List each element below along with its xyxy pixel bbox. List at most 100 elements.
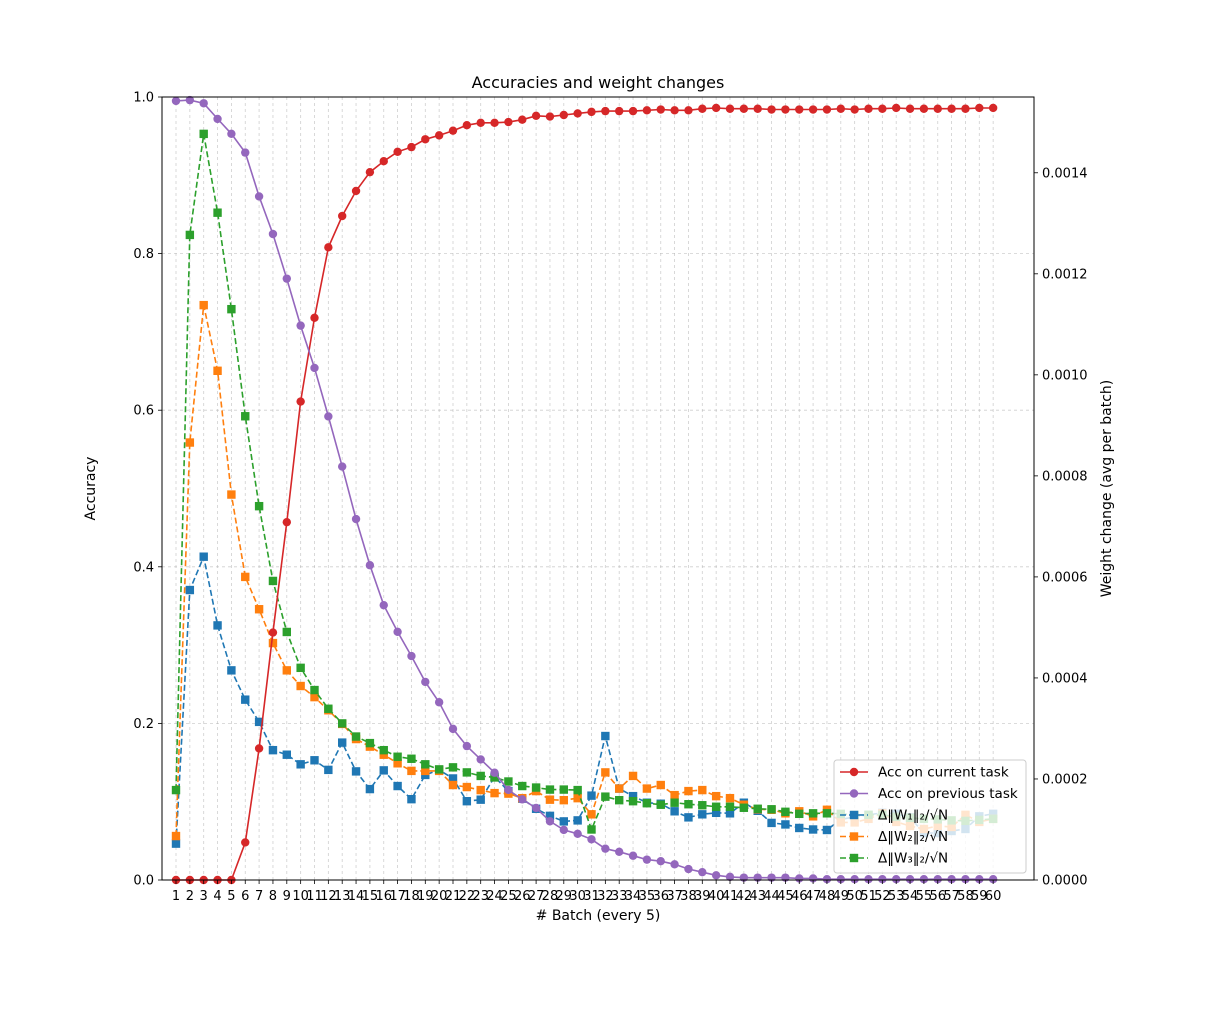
x-tick-label: 49 — [833, 889, 850, 904]
data-point — [268, 638, 278, 648]
x-tick-label: 6 — [241, 889, 249, 904]
x-tick-label: 46 — [791, 889, 808, 904]
data-point — [850, 875, 859, 884]
data-point — [961, 875, 970, 884]
data-point — [739, 104, 749, 113]
x-tick-label: 42 — [736, 889, 753, 904]
data-point — [171, 839, 181, 848]
data-point — [241, 838, 250, 847]
x-tick-label: 7 — [255, 889, 263, 904]
data-point — [393, 759, 402, 768]
data-point — [767, 105, 776, 114]
data-point — [518, 795, 527, 804]
data-point — [310, 685, 319, 695]
x-tick-label: 16 — [375, 889, 392, 904]
data-point — [587, 107, 596, 117]
data-point — [476, 118, 485, 128]
data-point — [545, 811, 555, 821]
data-point — [227, 304, 236, 314]
y-right-tick-label: 0.0010 — [1042, 368, 1088, 383]
data-point — [933, 104, 942, 113]
x-tick-label: 39 — [694, 889, 711, 904]
data-point — [254, 717, 264, 727]
data-point — [379, 766, 388, 775]
data-point — [725, 809, 735, 818]
data-point — [185, 230, 195, 240]
data-point — [725, 104, 735, 113]
data-point — [725, 793, 735, 803]
data-point — [407, 754, 416, 763]
data-point — [698, 801, 707, 810]
x-tick-label: 51 — [860, 889, 877, 904]
series-1 — [171, 95, 998, 884]
legend-label: Acc on previous task — [878, 786, 1018, 802]
x-tick-label: 60 — [985, 889, 1002, 904]
legend-label: Acc on current task — [878, 765, 1009, 781]
y-left-tick-label: 1.0 — [133, 91, 154, 106]
data-point — [559, 785, 568, 794]
data-point — [642, 784, 652, 793]
data-point — [670, 860, 679, 869]
data-point — [670, 106, 679, 115]
data-point — [836, 104, 845, 113]
x-tick-label: 29 — [556, 889, 573, 904]
data-point — [241, 695, 250, 704]
data-point — [268, 745, 278, 755]
data-point — [268, 229, 278, 239]
data-point — [338, 211, 347, 221]
data-point — [531, 783, 541, 792]
data-point — [822, 105, 832, 114]
data-point — [919, 875, 929, 884]
x-tick-label: 45 — [777, 889, 794, 904]
data-point — [171, 785, 181, 795]
legend-marker — [849, 810, 859, 820]
data-point — [379, 745, 388, 755]
data-point — [504, 785, 513, 795]
data-point — [448, 126, 458, 135]
data-point — [254, 744, 264, 753]
y-axis-left-title: Accuracy — [83, 457, 99, 521]
data-point — [282, 666, 291, 675]
data-point — [476, 771, 485, 781]
legend: Acc on current task Acc on previous task Δ… — [833, 759, 1027, 874]
data-point — [573, 829, 582, 839]
data-point — [601, 731, 610, 741]
data-point — [656, 780, 665, 790]
data-point — [338, 738, 347, 747]
x-tick-label: 23 — [472, 889, 489, 904]
data-point — [365, 167, 375, 177]
data-point — [421, 135, 430, 144]
data-point — [490, 118, 499, 128]
legend-item: Δ‖W₂‖₂/√N — [840, 829, 948, 845]
x-tick-label: 17 — [389, 889, 406, 904]
x-tick-label: 13 — [334, 889, 351, 904]
data-point — [656, 105, 665, 114]
x-tick-label: 19 — [417, 889, 434, 904]
data-point — [767, 805, 776, 814]
data-point — [462, 768, 472, 777]
x-tick-label: 38 — [680, 889, 697, 904]
legend-label: Δ‖W₂‖₂/√N — [878, 829, 948, 845]
y-left-tick-label: 0.8 — [133, 247, 154, 262]
x-tick-label: 18 — [403, 889, 420, 904]
y-left-tick-label: 0.4 — [133, 560, 154, 575]
data-point — [282, 274, 291, 283]
data-point — [213, 114, 222, 124]
data-point — [739, 803, 749, 812]
x-tick-label: 34 — [625, 889, 642, 904]
data-point — [490, 788, 499, 798]
data-point — [628, 791, 638, 801]
data-point — [324, 412, 333, 421]
data-point — [241, 572, 250, 582]
data-point — [310, 756, 319, 765]
data-point — [171, 96, 181, 106]
x-tick-label: 10 — [292, 889, 309, 904]
data-point — [808, 874, 818, 883]
data-point — [434, 131, 444, 140]
data-point — [199, 300, 208, 310]
data-point — [781, 105, 790, 114]
data-point — [822, 809, 832, 818]
data-point — [642, 799, 652, 808]
data-point — [684, 864, 693, 874]
x-tick-label: 21 — [445, 889, 462, 904]
